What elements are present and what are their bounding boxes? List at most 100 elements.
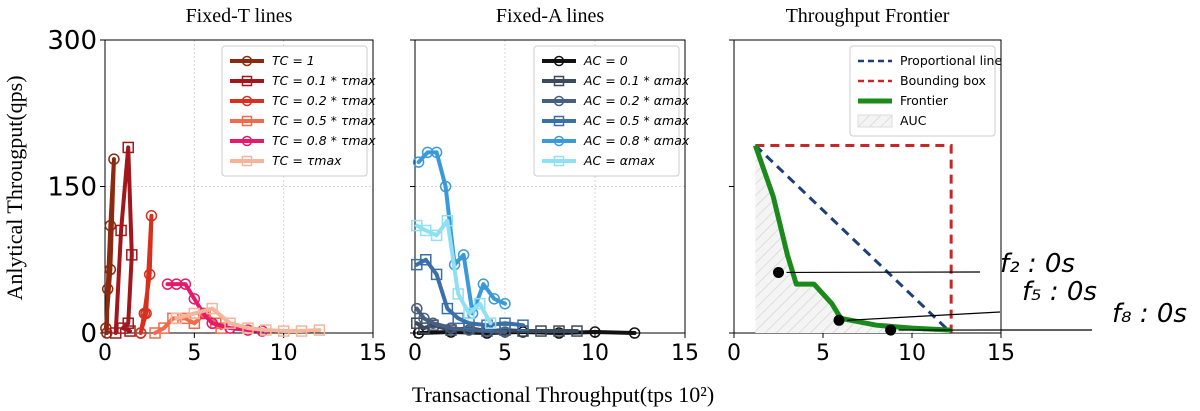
x-tick-label: 10: [581, 341, 609, 366]
x-axis-label: Transactional Throughput(tps 10²): [412, 382, 714, 407]
data-point: [145, 210, 158, 222]
series-line: [165, 282, 265, 334]
data-point: [260, 324, 272, 336]
data-point: [457, 249, 470, 261]
data-point: [242, 322, 254, 334]
legend-swatch: [857, 114, 893, 128]
frontier-point: [885, 324, 897, 336]
x-tick-label: 0: [98, 341, 112, 366]
data-point: [188, 307, 201, 320]
x-tick-label: 10: [270, 341, 298, 366]
data-point: [474, 297, 486, 310]
x-tick-label: 5: [187, 341, 201, 366]
data-point: [517, 319, 529, 331]
data-point: [553, 155, 565, 167]
legend-label: AC = 0.2 * αmax: [583, 93, 690, 108]
data-point: [420, 224, 432, 237]
data-point: [488, 293, 500, 305]
x-tick-label: 10: [898, 341, 926, 366]
data-point: [224, 317, 236, 329]
data-point: [188, 293, 201, 305]
data-point: [138, 307, 151, 320]
data-point: [134, 327, 147, 339]
legend-box: [849, 45, 996, 137]
data-point: [420, 254, 432, 266]
data-point: [499, 326, 511, 338]
legend-label: AC = 0.8 * αmax: [583, 133, 690, 148]
data-point: [430, 146, 443, 159]
legend-label: AC = 0: [583, 53, 628, 68]
data-point: [439, 180, 452, 193]
panel-fixed-a: Fixed-A lines 0 5 10 15 AC = 0 AC = 0.1 * αmax…: [408, 5, 699, 366]
proportional-line: [754, 144, 953, 335]
data-point: [421, 146, 434, 159]
point-label: f₂ : 0s: [1000, 249, 1075, 279]
data-point: [104, 263, 117, 276]
legend-box: [533, 45, 680, 177]
data-point: [441, 302, 454, 315]
y-tick-label: 0: [80, 319, 97, 349]
point-label: f₈ : 0s: [1112, 299, 1187, 329]
legend-label: AUC: [900, 113, 927, 128]
x-tick-label: 15: [671, 341, 699, 366]
legend-label: TC = 0.1 * τmax: [272, 73, 376, 88]
data-point: [499, 317, 511, 329]
data-point: [241, 75, 253, 87]
legend-box: [221, 45, 368, 177]
y-tick-label: 300: [47, 26, 97, 56]
y-tick-label: 150: [47, 173, 97, 203]
data-point: [411, 302, 423, 315]
data-point: [441, 214, 454, 227]
legend-label: TC = 0.2 * τmax: [272, 93, 376, 108]
data-point: [101, 327, 113, 339]
legend-label: TC = 1: [272, 53, 315, 68]
panel-title: Fixed-T lines: [186, 5, 293, 27]
data-point: [241, 115, 253, 127]
data-point: [553, 325, 565, 337]
data-point: [553, 135, 565, 147]
data-point: [412, 156, 425, 168]
frontier-point: [773, 266, 784, 278]
point-label: f₅ : 0s: [1022, 277, 1097, 307]
data-point: [553, 115, 565, 127]
data-point: [158, 322, 170, 334]
series-line: [414, 306, 507, 335]
data-point: [126, 249, 138, 261]
data-point: [477, 278, 490, 290]
data-point: [241, 155, 253, 167]
data-point: [122, 141, 134, 154]
data-point: [553, 55, 565, 67]
panel-title: Fixed-A lines: [496, 5, 605, 27]
series-line: [138, 213, 154, 335]
data-point: [313, 324, 326, 336]
data-point: [589, 326, 601, 338]
data-point: [430, 268, 443, 281]
data-point: [499, 297, 511, 310]
legend-label: TC = 0.5 * τmax: [272, 113, 376, 128]
data-point: [161, 278, 174, 290]
series-line: [414, 218, 493, 326]
legend-label: AC = αmax: [583, 153, 656, 168]
x-tick-label: 0: [408, 341, 422, 366]
legend-label: Bounding box: [900, 73, 986, 88]
panel-title: Throughput Frontier: [786, 5, 950, 27]
x-tick-label: 5: [816, 341, 830, 366]
data-point: [430, 229, 443, 242]
legend-label: TC = τmax: [272, 153, 342, 168]
series-line: [103, 157, 116, 335]
data-point: [170, 278, 183, 290]
legend-label: Frontier: [900, 93, 949, 108]
x-tick-label: 15: [987, 341, 1015, 366]
data-point: [418, 312, 430, 325]
data-point: [445, 322, 457, 334]
data-point: [179, 278, 192, 290]
legend-label: AC = 0.1 * αmax: [583, 73, 690, 88]
data-point: [452, 312, 464, 325]
data-point: [117, 322, 129, 334]
data-point: [170, 312, 183, 325]
data-point: [295, 325, 308, 337]
legend-label: AC = 0.5 * αmax: [583, 113, 690, 128]
annotation-leader: [846, 311, 1001, 321]
